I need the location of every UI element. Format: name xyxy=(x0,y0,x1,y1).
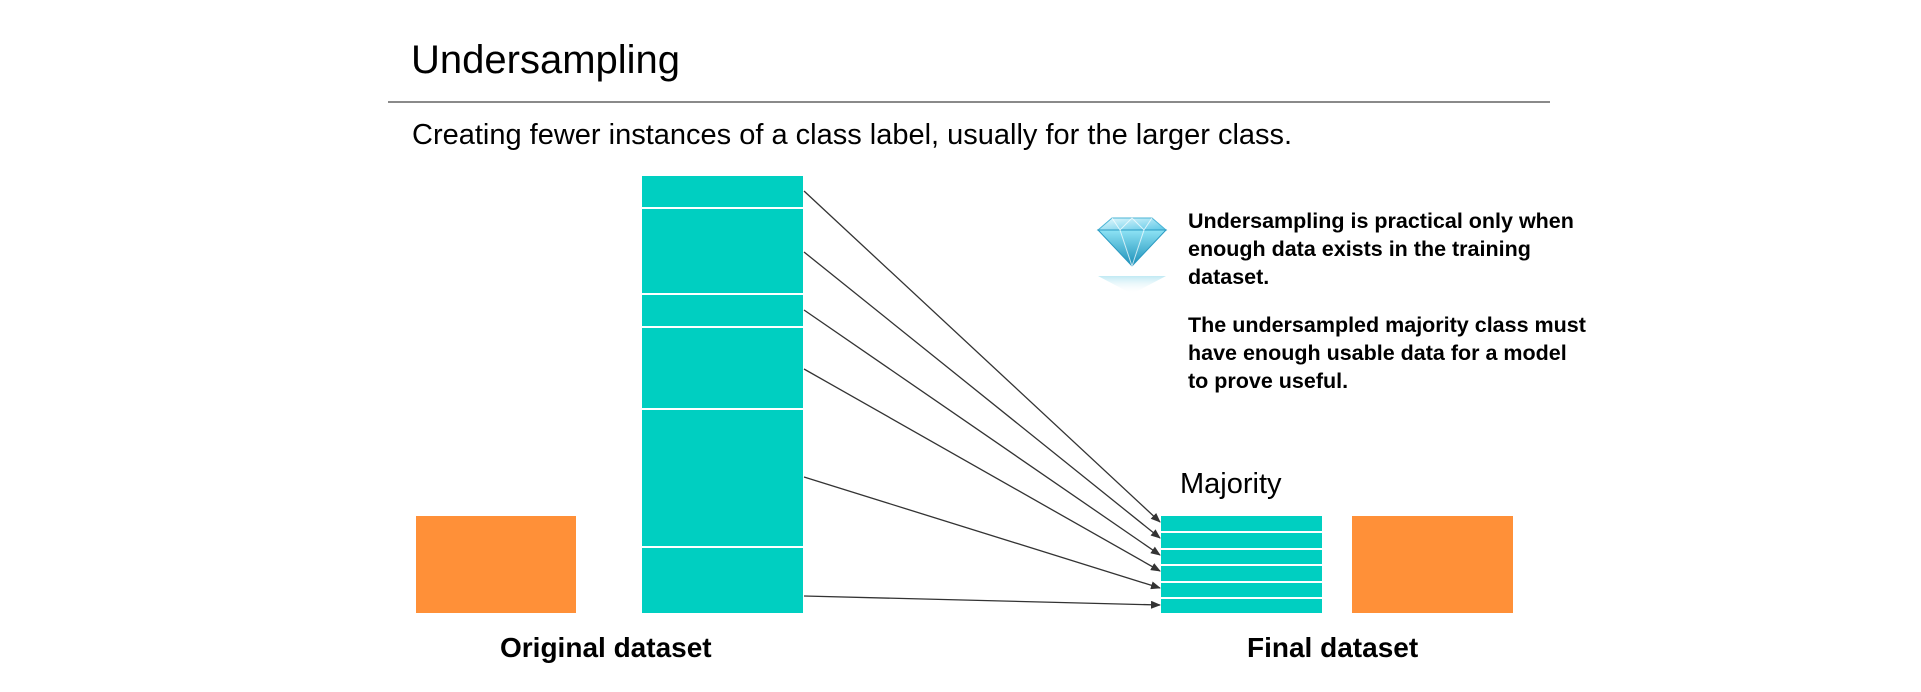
sampling-arrow xyxy=(803,476,1161,590)
page-subtitle: Creating fewer instances of a class labe… xyxy=(412,119,1293,151)
page-title: Undersampling xyxy=(411,38,681,82)
majority-label: Majority xyxy=(1180,468,1282,500)
final-majority-stack xyxy=(1161,516,1322,613)
note-usable-data: The undersampled majority class must hav… xyxy=(1188,313,1586,393)
original-majority-column xyxy=(642,176,803,613)
sampling-arrow xyxy=(803,190,1161,523)
sampling-arrows xyxy=(803,190,1161,609)
sampling-arrow xyxy=(803,595,1161,609)
final-dataset-label: Final dataset xyxy=(1247,632,1419,663)
final-minority-block xyxy=(1352,516,1513,613)
sampling-arrow xyxy=(803,368,1161,572)
original-majority-block xyxy=(642,176,803,613)
diamond-icon xyxy=(1096,217,1168,294)
title-divider xyxy=(388,101,1550,103)
sampling-arrow xyxy=(803,309,1161,556)
note-practicality: Undersampling is practical only when eno… xyxy=(1188,209,1574,289)
original-minority-block xyxy=(416,516,576,613)
original-dataset-label: Original dataset xyxy=(500,632,712,663)
sampling-arrow xyxy=(803,251,1161,539)
